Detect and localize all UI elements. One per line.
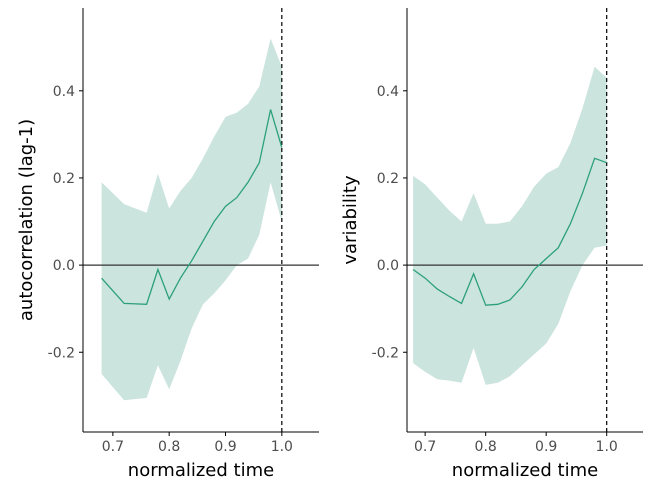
autocorrelation-x-tick-label: 0.9 <box>214 439 236 455</box>
variability-x-tick-label: 1.0 <box>596 439 618 455</box>
variability-y-tick-label: 0.4 <box>377 84 399 100</box>
autocorrelation-y-axis-title: autocorrelation (lag-1) <box>16 119 37 321</box>
variability-x-tick-label: 0.9 <box>535 439 557 455</box>
variability-series-line <box>412 157 607 306</box>
variability-x-axis-title: normalized time <box>452 460 598 481</box>
variability-x-tick-label: 0.7 <box>414 439 436 455</box>
autocorrelation-y-tick-label: 0.0 <box>53 258 75 274</box>
autocorrelation-series-line <box>101 109 283 305</box>
variability-y-axis-title: variability <box>340 175 361 265</box>
autocorrelation-y-tick-label: 0.2 <box>53 171 75 187</box>
panel-variability: -0.2 0.0 0.2 0.4 0.7 0.8 0.9 1.0 normalized time… <box>340 8 643 481</box>
autocorrelation-x-tick-label: 1.0 <box>271 439 293 455</box>
variability-y-tick-label: -0.2 <box>372 345 399 361</box>
variability-confidence-band <box>413 66 607 385</box>
panel-autocorrelation: -0.2 0.0 0.2 0.4 0.7 0.8 0.9 1.0 normalized time… <box>16 8 319 481</box>
autocorrelation-y-tick-label: -0.2 <box>48 345 75 361</box>
variability-y-tick-label: 0.2 <box>377 171 399 187</box>
autocorrelation-confidence-band <box>101 38 282 401</box>
autocorrelation-y-tick-label: 0.4 <box>53 84 75 100</box>
variability-x-tick-label: 0.8 <box>475 439 497 455</box>
variability-y-tick-label: 0.0 <box>377 258 399 274</box>
autocorrelation-x-axis-title: normalized time <box>128 460 274 481</box>
autocorrelation-x-tick-label: 0.8 <box>158 439 180 455</box>
autocorrelation-x-tick-label: 0.7 <box>102 439 124 455</box>
